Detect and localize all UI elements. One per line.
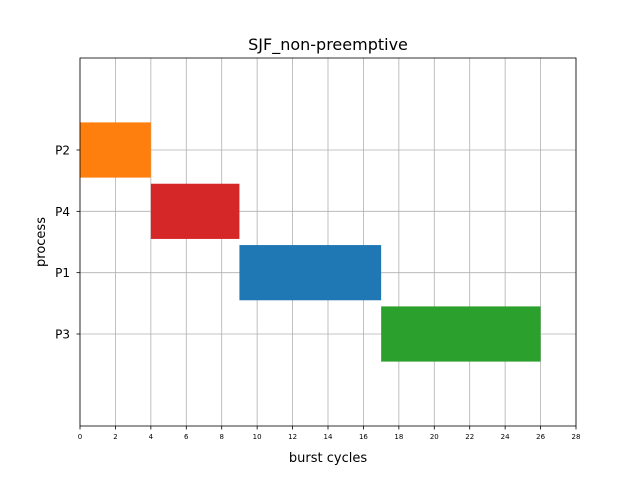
x-tick-label: 6 bbox=[184, 433, 189, 441]
bar-p1 bbox=[239, 245, 382, 301]
x-tick-label: 16 bbox=[359, 433, 368, 441]
x-tick-label: 12 bbox=[288, 433, 297, 441]
bar-p3 bbox=[381, 306, 541, 362]
y-axis-label: process bbox=[34, 217, 49, 267]
bar-p4 bbox=[150, 183, 240, 239]
x-axis: 0 2 4 6 8 10 12 14 16 18 20 22 24 26 28 bbox=[78, 426, 581, 441]
x-tick-label: 24 bbox=[501, 433, 510, 441]
x-axis-label: burst cycles bbox=[289, 451, 367, 466]
bar-p2 bbox=[80, 122, 151, 178]
x-tick-label: 2 bbox=[113, 433, 117, 441]
x-tick-label: 26 bbox=[536, 433, 545, 441]
x-tick-label: 0 bbox=[78, 433, 82, 441]
x-tick-label: 18 bbox=[394, 433, 403, 441]
y-axis: P3 P1 P4 P2 bbox=[55, 144, 80, 342]
y-tick-label-p1: P1 bbox=[55, 266, 70, 280]
x-tick-label: 8 bbox=[219, 433, 223, 441]
x-tick-label: 14 bbox=[324, 433, 333, 441]
x-tick-label: 4 bbox=[149, 433, 154, 441]
x-tick-label: 22 bbox=[465, 433, 474, 441]
x-tick-label: 28 bbox=[572, 433, 581, 441]
y-tick-label-p4: P4 bbox=[55, 205, 70, 219]
bars bbox=[80, 122, 541, 362]
y-tick-label-p2: P2 bbox=[55, 144, 70, 158]
y-tick-label-p3: P3 bbox=[55, 328, 70, 342]
x-tick-label: 20 bbox=[430, 433, 439, 441]
chart-title: SJF_non-preemptive bbox=[248, 35, 408, 55]
x-tick-label: 10 bbox=[253, 433, 262, 441]
